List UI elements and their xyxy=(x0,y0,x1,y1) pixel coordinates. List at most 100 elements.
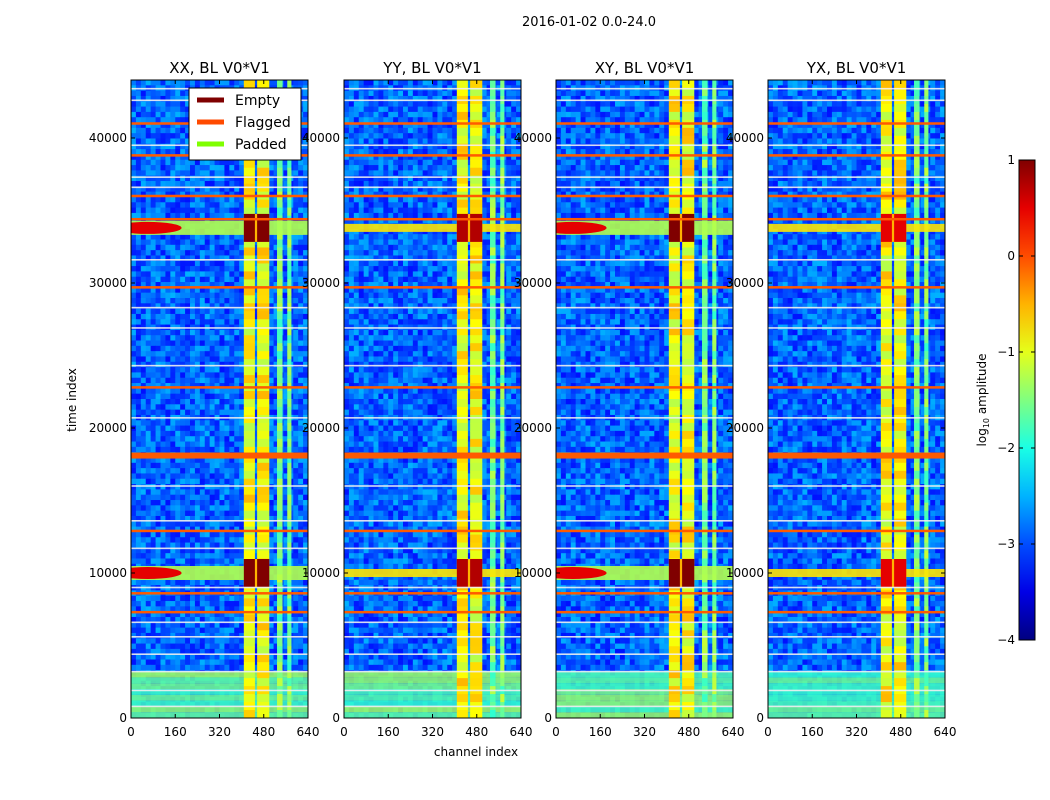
rfi-band-cell xyxy=(277,478,283,488)
rfi-band-cell xyxy=(924,478,929,488)
rfi-band-cell xyxy=(277,470,283,480)
rfi-band-cell xyxy=(880,414,892,424)
rfi-band-cell xyxy=(712,430,717,440)
rfi-band-cell xyxy=(277,367,283,376)
rfi-band-cell xyxy=(456,518,468,528)
rfi-band-cell xyxy=(668,550,680,559)
rfi-band-cell xyxy=(490,80,496,89)
rfi-band-cell xyxy=(712,518,717,528)
rfi-band-cell xyxy=(682,159,695,169)
rfi-band-cell xyxy=(243,646,255,655)
rfi-band-cell xyxy=(287,598,292,607)
rfi-band-cell xyxy=(490,550,496,559)
rfi-band-cell xyxy=(712,662,717,671)
rfi-band-cell xyxy=(894,598,907,607)
rfi-band-cell xyxy=(456,351,468,360)
rfi-band-cell xyxy=(880,550,892,559)
rfi-band-cell xyxy=(456,167,468,177)
rfi-band-cell xyxy=(924,422,929,432)
rfi-band-cell xyxy=(287,359,292,368)
rfi-band-cell xyxy=(287,638,292,647)
rfi-band-cell xyxy=(682,654,695,663)
panel-1: XX, BL V0*V1 0 160 320 480 640 0 10000 20000 3000… xyxy=(89,59,320,739)
rfi-band-cell xyxy=(924,167,929,177)
rfi-band-cell xyxy=(702,446,708,456)
rfi-core-gap xyxy=(679,213,683,242)
empty-row xyxy=(768,186,945,189)
rfi-band-cell xyxy=(668,87,680,97)
rfi-band-cell xyxy=(456,670,468,679)
rfi-band-cell xyxy=(257,319,270,328)
rfi-band-cell xyxy=(490,574,496,583)
rfi-band-cell xyxy=(500,159,505,169)
rfi-band-cell xyxy=(470,542,483,552)
empty-row xyxy=(344,364,521,367)
rfi-band-cell xyxy=(456,391,468,400)
rfi-band-cell xyxy=(470,311,483,320)
rfi-band-cell xyxy=(682,534,695,544)
rfi-band-cell xyxy=(668,678,680,687)
rfi-band-cell xyxy=(702,231,708,240)
flagged-row xyxy=(768,592,945,595)
rfi-band-cell xyxy=(702,111,708,121)
rfi-band-cell xyxy=(894,486,907,496)
rfi-band-cell xyxy=(243,622,255,631)
rfi-band-cell xyxy=(682,646,695,655)
rfi-band-cell xyxy=(470,502,483,512)
rfi-band-cell xyxy=(287,335,292,344)
rfi-band-cell xyxy=(894,111,907,121)
y-tick-label: 10000 xyxy=(514,566,552,580)
empty-row xyxy=(131,705,308,708)
y-tick-label: 40000 xyxy=(726,131,764,145)
rfi-band-cell xyxy=(880,670,892,679)
rfi-band-cell xyxy=(470,638,483,647)
rfi-band-cell xyxy=(500,127,505,137)
rfi-band-cell xyxy=(277,446,283,456)
rfi-band-cell xyxy=(287,231,292,240)
rfi-band-cell xyxy=(456,494,468,504)
rfi-band-cell xyxy=(243,462,255,472)
rfi-band-cell xyxy=(880,422,892,432)
rfi-band-cell xyxy=(490,287,496,296)
rfi-band-cell xyxy=(257,694,270,703)
panels-group: XX, BL V0*V1 0 160 320 480 640 0 10000 20000 3000… xyxy=(89,59,957,739)
rfi-band-cell xyxy=(470,327,483,336)
rfi-band-cell xyxy=(470,295,483,304)
rfi-band-cell xyxy=(456,502,468,512)
rfi-band-cell xyxy=(668,335,680,344)
rfi-band-cell xyxy=(470,590,483,599)
rfi-band-cell xyxy=(490,271,496,280)
rfi-band-cell xyxy=(668,694,680,703)
rfi-band-cell xyxy=(500,207,505,217)
rfi-band-cell xyxy=(243,399,255,408)
rfi-band-cell xyxy=(490,343,496,352)
rfi-band-cell xyxy=(287,654,292,663)
rfi-band-cell xyxy=(257,287,270,296)
rfi-band-cell xyxy=(470,414,483,424)
rfi-band-cell xyxy=(682,375,695,384)
rfi-band-cell xyxy=(277,622,283,631)
rfi-band-cell xyxy=(880,327,892,336)
rfi-band-cell xyxy=(880,454,892,464)
rfi-band-cell xyxy=(702,175,708,185)
rfi-band-cell xyxy=(894,646,907,655)
rfi-band-cell xyxy=(490,510,496,520)
rfi-band-cell xyxy=(702,598,708,607)
rfi-band-cell xyxy=(277,351,283,360)
rfi-band-cell xyxy=(500,550,505,559)
rfi-band-cell xyxy=(924,550,929,559)
rfi-band-cell xyxy=(914,534,920,544)
rfi-band-cell xyxy=(682,446,695,456)
rfi-band-cell xyxy=(456,343,468,352)
rfi-core-gap xyxy=(467,213,471,242)
rfi-band-cell xyxy=(287,319,292,328)
rfi-band-cell xyxy=(682,638,695,647)
rfi-band-cell xyxy=(712,678,717,687)
y-tick-label: 0 xyxy=(544,711,552,725)
x-tick-label: 640 xyxy=(722,725,745,739)
rfi-band-cell xyxy=(243,630,255,639)
rfi-band-cell xyxy=(880,279,892,288)
rfi-band-cell xyxy=(470,87,483,97)
rfi-band-cell xyxy=(257,311,270,320)
rfi-band-cell xyxy=(287,502,292,512)
